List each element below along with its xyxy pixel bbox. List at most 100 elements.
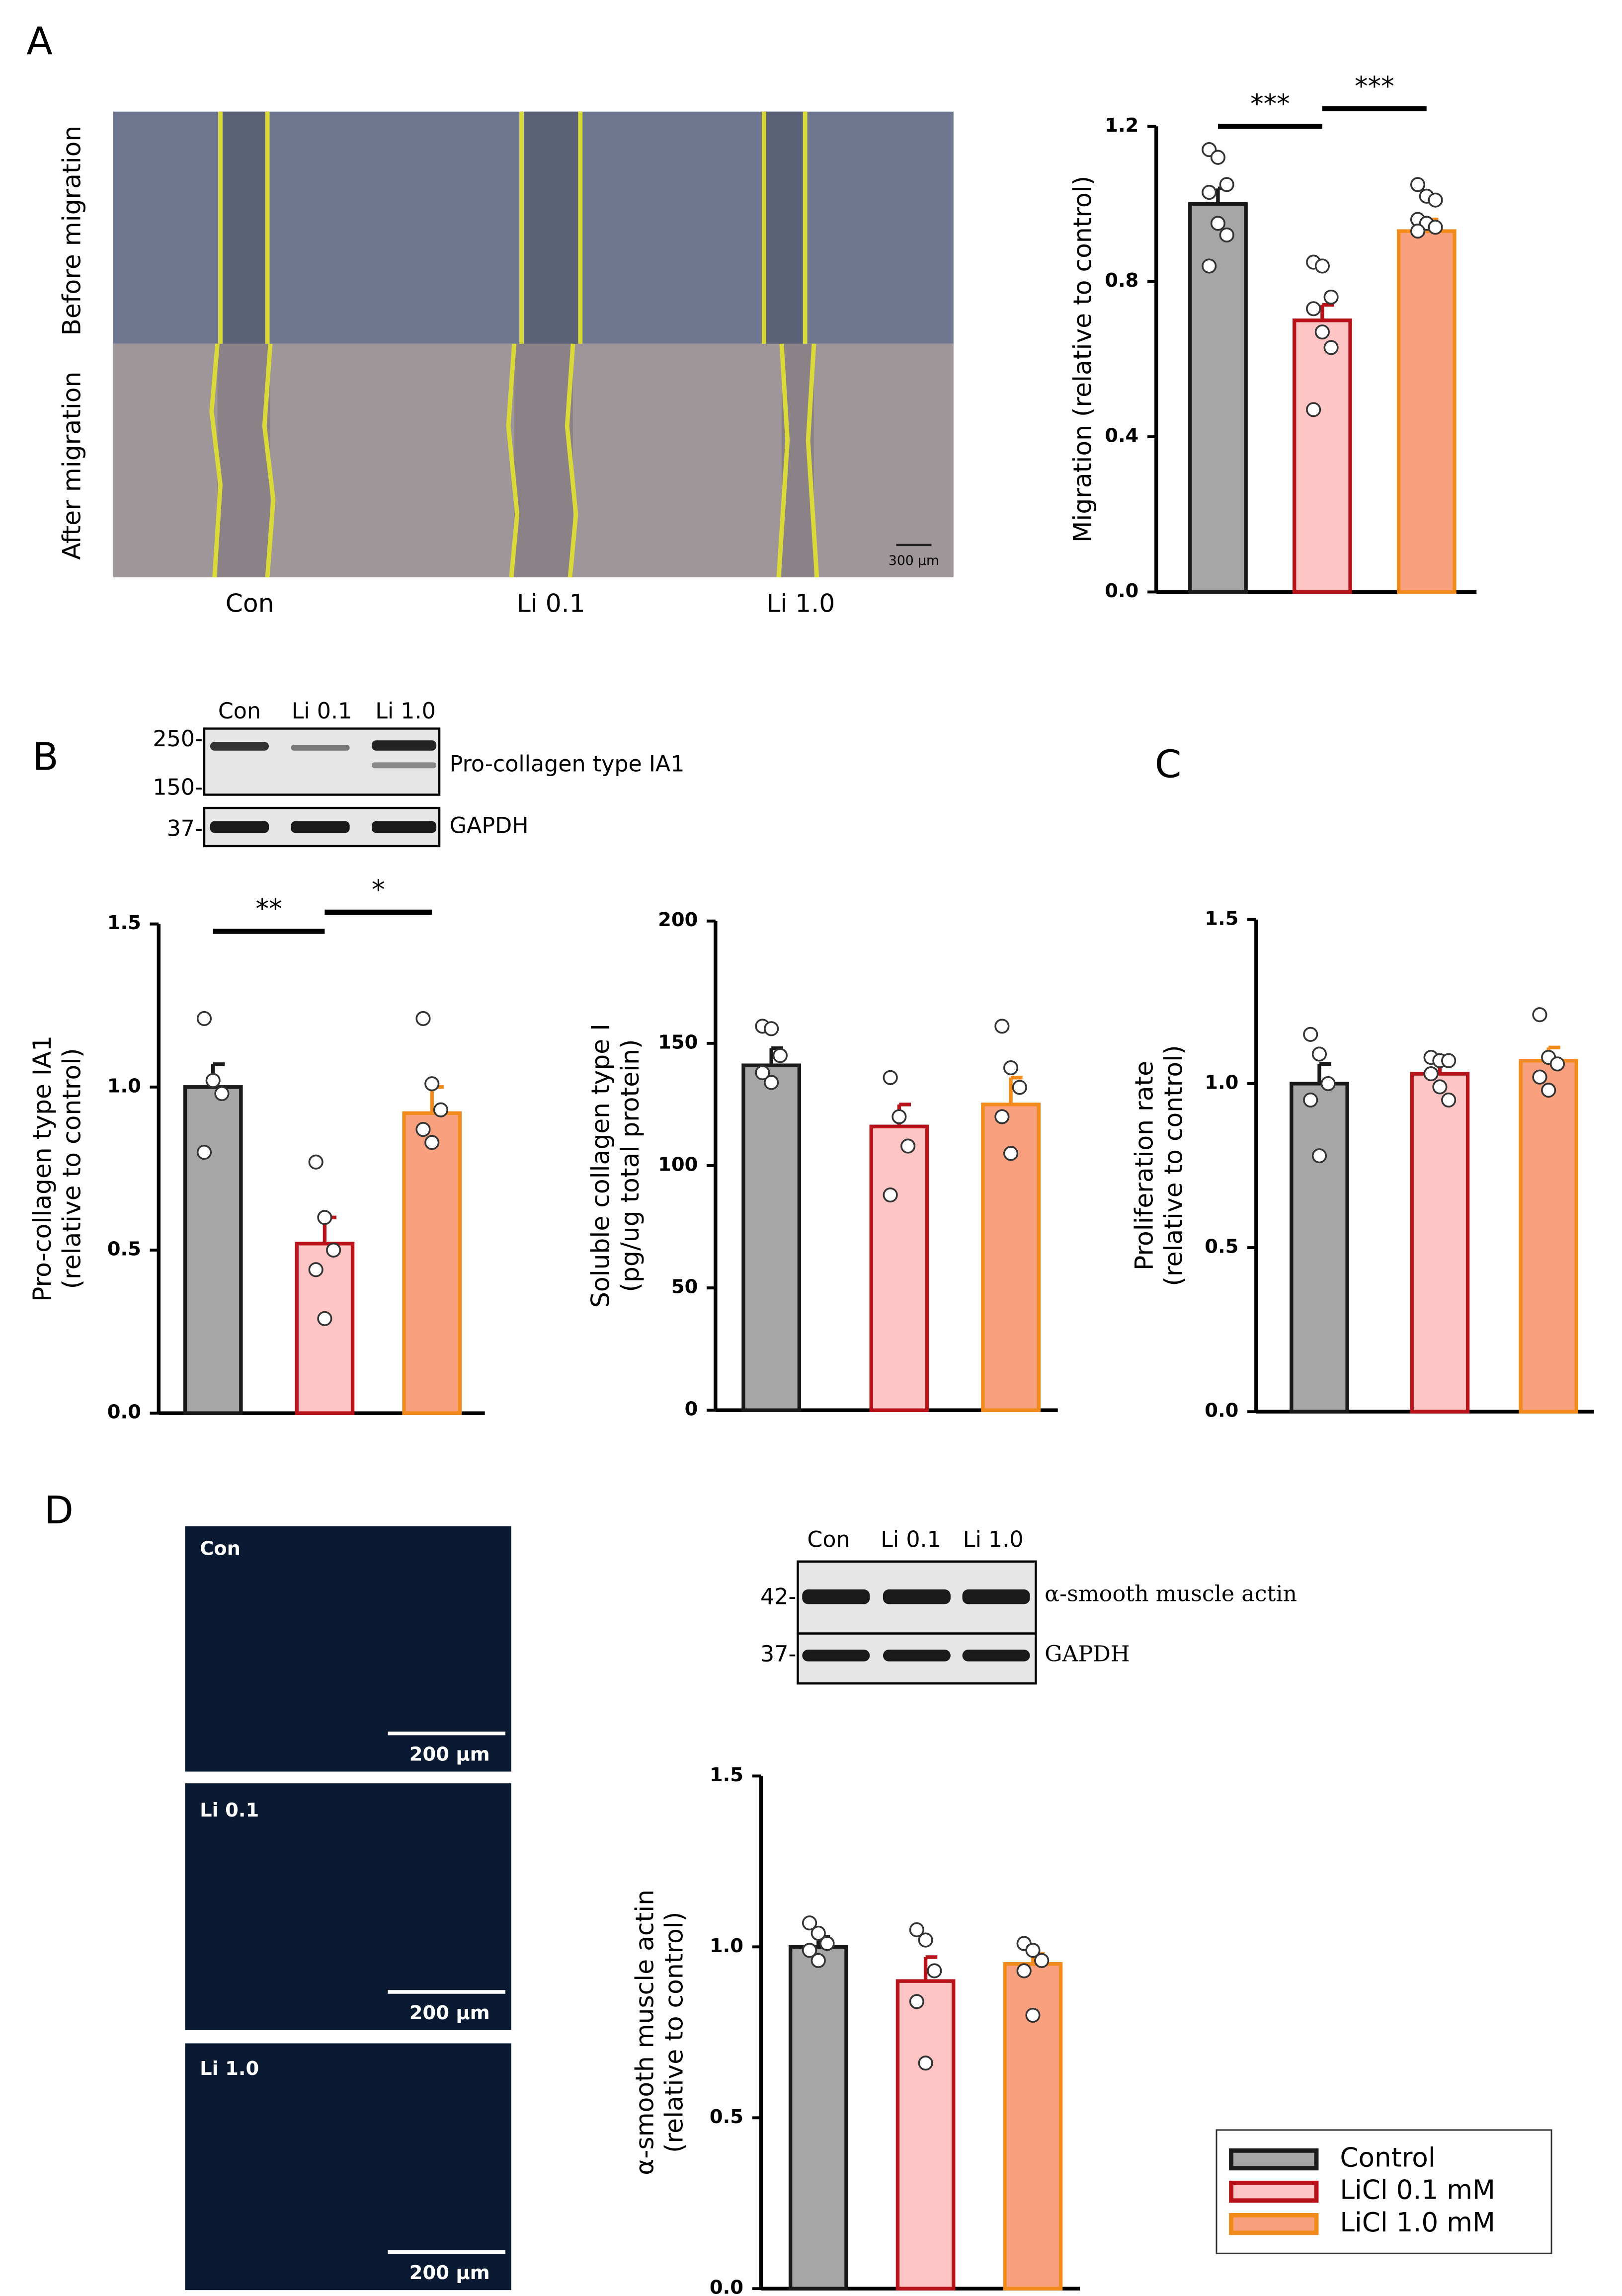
data-point	[764, 1021, 779, 1036]
data-point	[1432, 1079, 1448, 1095]
y-axis-label: α-smooth muscle actin	[630, 1890, 659, 2175]
lane-label: Li 0.1	[292, 699, 352, 724]
y-axis-label: Soluble collagen type I	[586, 1024, 615, 1308]
panel-label: A	[26, 20, 53, 64]
lane-label: Li 0.1	[881, 1527, 941, 1552]
band-label: GAPDH	[1045, 1641, 1130, 1666]
data-point	[1202, 184, 1217, 200]
data-point	[424, 1076, 440, 1092]
data-point	[1303, 1027, 1318, 1042]
bar	[1410, 1072, 1470, 1414]
y-tick-label: 1.0	[1205, 1071, 1238, 1094]
row-label: After migration	[57, 372, 86, 560]
y-tick-label: 100	[658, 1153, 698, 1176]
data-point	[326, 1242, 341, 1258]
data-point	[892, 1109, 907, 1124]
y-tick-label: 1.5	[107, 912, 141, 934]
data-point	[433, 1102, 449, 1117]
data-point	[1410, 224, 1426, 239]
lane-label: Li 1.0	[963, 1527, 1024, 1552]
y-axis-label: (relative to control)	[1159, 1045, 1188, 1286]
legend-swatch	[1229, 2148, 1319, 2171]
y-tick-label: 200	[658, 909, 698, 931]
bar	[1292, 318, 1352, 594]
data-point	[994, 1109, 1010, 1124]
panel-label: C	[1155, 742, 1182, 787]
marker-label: 150-	[153, 775, 203, 800]
marker-label: 37-	[167, 816, 203, 841]
data-point	[994, 1019, 1010, 1034]
scale-bar-label: 200 µm	[409, 2002, 490, 2024]
data-point	[1441, 1053, 1457, 1068]
marker-label: 250-	[153, 726, 203, 752]
data-point	[1314, 258, 1330, 274]
data-point	[1532, 1069, 1547, 1085]
lane-label: Con	[807, 1527, 850, 1552]
y-axis-label: Migration (relative to control)	[1067, 176, 1097, 543]
data-point	[1532, 1007, 1547, 1023]
data-point	[308, 1154, 324, 1170]
data-point	[317, 1311, 332, 1326]
data-point	[918, 2056, 933, 2071]
bar	[869, 1124, 929, 1412]
data-point	[1314, 324, 1330, 340]
row-label: Before migration	[57, 126, 86, 336]
legend-label: LiCl 0.1 mM	[1340, 2175, 1495, 2206]
image-label: Li 0.1	[200, 1799, 259, 1821]
bar	[295, 1242, 355, 1415]
panel-label: B	[32, 735, 59, 779]
data-point	[1210, 150, 1226, 165]
data-point	[214, 1086, 230, 1102]
data-point	[1003, 1146, 1019, 1161]
y-tick-label: 0.0	[107, 1401, 141, 1424]
data-point	[764, 1075, 779, 1090]
bar	[895, 1979, 956, 2291]
data-point	[415, 1122, 431, 1137]
data-point	[1012, 1080, 1027, 1095]
data-point	[424, 1135, 440, 1150]
data-point	[811, 1925, 826, 1941]
y-axis-label: (relative to control)	[659, 1912, 689, 2153]
data-point	[1410, 177, 1426, 192]
data-point	[1428, 192, 1443, 208]
image-label: Li 1.0	[200, 2058, 259, 2080]
fluorescence-images	[185, 1526, 511, 2291]
data-point	[1025, 2007, 1041, 2023]
band-label: α-smooth muscle actin	[1045, 1581, 1297, 1606]
data-point	[1428, 220, 1443, 235]
data-point	[1549, 1056, 1565, 1072]
significance-label: ***	[1355, 71, 1394, 102]
data-point	[772, 1048, 788, 1063]
scale-bar-label: 200 µm	[409, 2262, 490, 2284]
y-tick-label: 0.8	[1105, 269, 1138, 292]
data-point	[1311, 1046, 1327, 1062]
image-label: Con	[200, 1538, 241, 1560]
legend-label: LiCl 1.0 mM	[1340, 2207, 1495, 2238]
marker-label: 37-	[760, 1642, 796, 1667]
data-point	[883, 1187, 898, 1203]
scale-bar-label: 200 µm	[409, 1743, 490, 1766]
y-axis-label: (relative to control)	[57, 1048, 86, 1289]
data-point	[802, 1915, 817, 1931]
significance-label: ***	[1250, 89, 1290, 120]
bar	[788, 1945, 848, 2291]
y-tick-label: 0.0	[1105, 580, 1138, 602]
lane-label: Li 1.0	[375, 699, 436, 724]
y-tick-label: 0.5	[710, 2106, 743, 2128]
bar	[1188, 202, 1248, 594]
y-axis-label: (pg/ug total protein)	[615, 1039, 645, 1292]
y-tick-label: 0.5	[1205, 1236, 1238, 1258]
charts: 0.0 0.4 0.8 1.2 Migration (relative to contr…	[27, 71, 1594, 2296]
data-point	[1219, 227, 1234, 243]
data-point	[196, 1011, 212, 1027]
lane-label: Con	[218, 699, 261, 724]
data-point	[755, 1065, 770, 1080]
data-point	[1441, 1092, 1457, 1108]
data-point	[811, 1953, 826, 1968]
data-point	[1320, 1076, 1336, 1091]
data-point	[1219, 177, 1234, 192]
data-point	[1323, 289, 1339, 305]
y-tick-label: 0.0	[1205, 1400, 1238, 1422]
legend-swatch	[1229, 2180, 1319, 2203]
